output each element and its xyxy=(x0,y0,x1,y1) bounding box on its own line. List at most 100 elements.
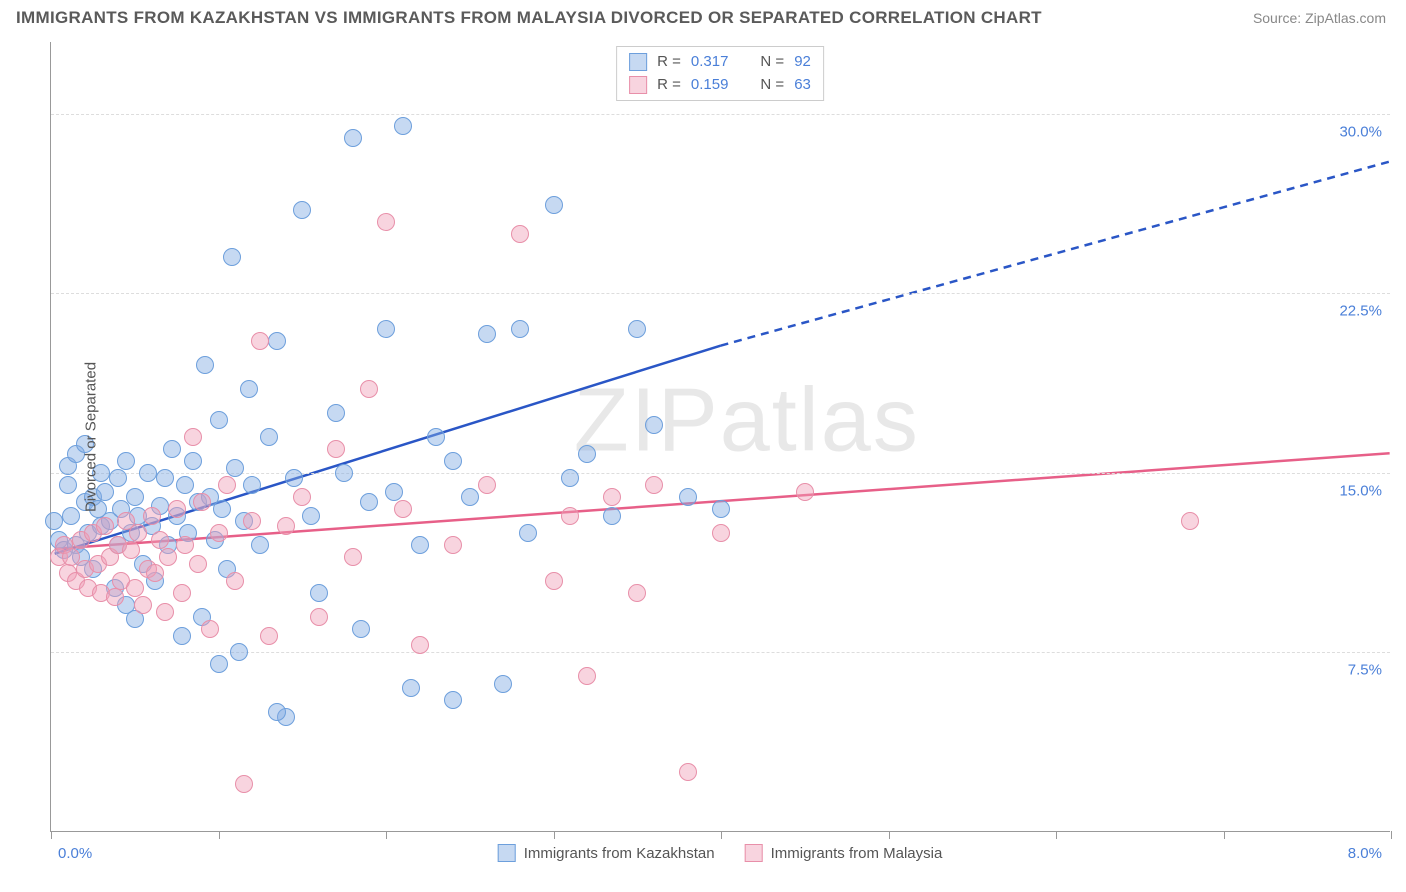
data-point xyxy=(122,541,140,559)
data-point xyxy=(210,411,228,429)
data-point xyxy=(251,332,269,350)
stat-n-label: N = xyxy=(760,74,784,97)
data-point xyxy=(310,608,328,626)
data-point xyxy=(201,620,219,638)
data-point xyxy=(146,564,164,582)
data-point xyxy=(129,524,147,542)
legend-swatch xyxy=(745,844,763,862)
data-point xyxy=(645,416,663,434)
data-point xyxy=(260,627,278,645)
data-point xyxy=(260,428,278,446)
legend-label: Immigrants from Malaysia xyxy=(771,845,943,862)
data-point xyxy=(193,493,211,511)
data-point xyxy=(444,536,462,554)
data-point xyxy=(411,536,429,554)
x-tick xyxy=(1391,831,1392,839)
data-point xyxy=(561,507,579,525)
data-point xyxy=(176,536,194,554)
data-point xyxy=(285,469,303,487)
data-point xyxy=(394,117,412,135)
data-point xyxy=(106,588,124,606)
data-point xyxy=(243,476,261,494)
data-point xyxy=(109,469,127,487)
data-point xyxy=(1181,512,1199,530)
data-point xyxy=(176,476,194,494)
stat-r-value: 0.159 xyxy=(691,74,729,97)
data-point xyxy=(645,476,663,494)
data-point xyxy=(277,517,295,535)
data-point xyxy=(444,452,462,470)
y-tick-label: 22.5% xyxy=(1339,303,1382,320)
stat-n-label: N = xyxy=(760,51,784,74)
data-point xyxy=(519,524,537,542)
data-point xyxy=(478,476,496,494)
legend-swatch xyxy=(629,53,647,71)
data-point xyxy=(377,213,395,231)
stats-row: R =0.317N =92 xyxy=(629,51,811,74)
data-point xyxy=(461,488,479,506)
data-point xyxy=(796,483,814,501)
y-axis-title: Divorced or Separated xyxy=(83,362,100,512)
data-point xyxy=(143,507,161,525)
data-point xyxy=(59,476,77,494)
x-tick xyxy=(386,831,387,839)
data-point xyxy=(603,507,621,525)
data-point xyxy=(240,380,258,398)
stat-n-value: 92 xyxy=(794,51,811,74)
data-point xyxy=(45,512,63,530)
chart-title: IMMIGRANTS FROM KAZAKHSTAN VS IMMIGRANTS… xyxy=(16,8,1042,28)
correlation-stats-box: R =0.317N =92R =0.159N =63 xyxy=(616,46,824,101)
data-point xyxy=(117,452,135,470)
data-point xyxy=(156,603,174,621)
chart-area: ZIPatlas 7.5%15.0%22.5%30.0% Divorced or… xyxy=(50,42,1390,832)
gridline xyxy=(51,473,1390,474)
data-point xyxy=(360,493,378,511)
x-tick xyxy=(721,831,722,839)
data-point xyxy=(335,464,353,482)
data-point xyxy=(159,548,177,566)
data-point xyxy=(184,452,202,470)
x-tick xyxy=(889,831,890,839)
gridline xyxy=(51,114,1390,115)
data-point xyxy=(712,524,730,542)
y-tick-label: 30.0% xyxy=(1339,123,1382,140)
legend-swatch xyxy=(629,76,647,94)
data-point xyxy=(139,464,157,482)
data-point xyxy=(293,201,311,219)
data-point xyxy=(96,517,114,535)
x-tick xyxy=(219,831,220,839)
legend-swatch xyxy=(498,844,516,862)
gridline xyxy=(51,293,1390,294)
data-point xyxy=(402,679,420,697)
data-point xyxy=(293,488,311,506)
data-point xyxy=(385,483,403,501)
legend-item: Immigrants from Malaysia xyxy=(745,844,943,862)
x-tick xyxy=(1056,831,1057,839)
data-point xyxy=(189,555,207,573)
data-point xyxy=(62,507,80,525)
data-point xyxy=(184,428,202,446)
stat-r-value: 0.317 xyxy=(691,51,729,74)
data-point xyxy=(444,691,462,709)
data-point xyxy=(163,440,181,458)
data-point xyxy=(427,428,445,446)
x-axis-max-label: 8.0% xyxy=(1348,845,1382,862)
y-tick-label: 15.0% xyxy=(1339,482,1382,499)
x-tick xyxy=(51,831,52,839)
data-point xyxy=(478,325,496,343)
data-point xyxy=(578,667,596,685)
data-point xyxy=(210,655,228,673)
x-axis-min-label: 0.0% xyxy=(58,845,92,862)
data-point xyxy=(151,531,169,549)
stats-row: R =0.159N =63 xyxy=(629,74,811,97)
data-point xyxy=(196,356,214,374)
data-point xyxy=(344,548,362,566)
data-point xyxy=(173,584,191,602)
data-point xyxy=(223,248,241,266)
data-point xyxy=(310,584,328,602)
source-label: Source: ZipAtlas.com xyxy=(1253,10,1386,26)
data-point xyxy=(302,507,320,525)
data-point xyxy=(226,572,244,590)
legend: Immigrants from KazakhstanImmigrants fro… xyxy=(498,844,943,862)
data-point xyxy=(511,225,529,243)
